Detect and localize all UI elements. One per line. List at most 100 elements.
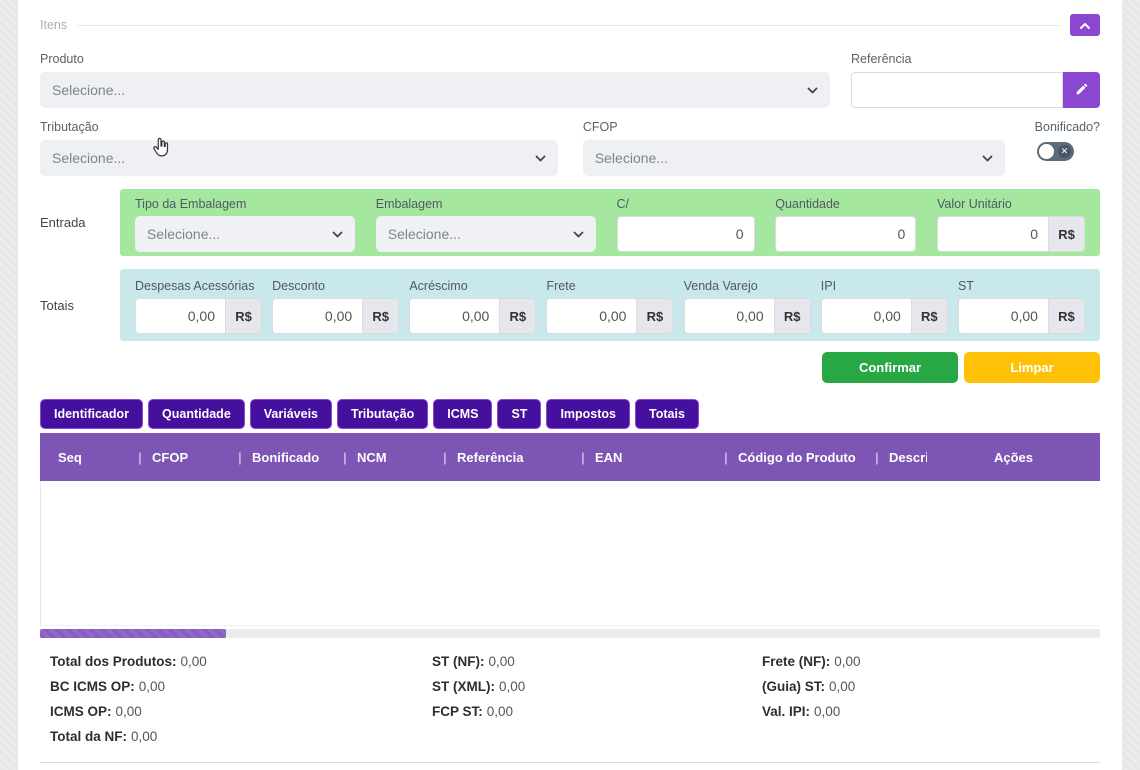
summary-value: 0,00 (486, 704, 514, 719)
chevron-down-icon (807, 81, 818, 99)
table-horizontal-scrollbar[interactable] (40, 629, 1100, 638)
tipo-embalagem-select[interactable]: Selecione... (135, 216, 355, 252)
column-header-codigo-produto: Código do Produto (738, 449, 856, 465)
toggle-knob (1039, 144, 1054, 159)
currency-addon: R$ (225, 298, 262, 334)
frete-label: Frete (546, 279, 576, 293)
frete-input[interactable] (546, 298, 637, 334)
chevron-up-icon (1079, 18, 1091, 33)
tab-variaveis[interactable]: Variáveis (249, 399, 332, 429)
desconto-label: Desconto (272, 279, 325, 293)
summary-label: Total da NF: (50, 729, 127, 744)
referencia-edit-button[interactable] (1063, 72, 1100, 108)
st-label: ST (957, 279, 974, 293)
totals-summary: Total dos Produtos: 0,00 BC ICMS OP: 0,00 … (40, 654, 1100, 754)
summary-value: 0,00 (834, 654, 861, 669)
produto-select[interactable]: Selecione... (40, 72, 830, 108)
bonificado-label: Bonificado? (1034, 120, 1100, 134)
venda-varejo-input[interactable] (683, 298, 774, 334)
despesas-acessorias-input[interactable] (135, 298, 225, 334)
st-input[interactable] (957, 298, 1048, 334)
pencil-icon (1075, 82, 1089, 99)
chevron-down-icon (332, 225, 343, 243)
tab-identificador[interactable]: Identificador (40, 399, 144, 429)
collapse-panel-button[interactable] (1070, 14, 1100, 36)
summary-label: ST (XML): (432, 679, 495, 694)
currency-addon: R$ (910, 298, 948, 334)
tab-st[interactable]: ST (497, 399, 542, 429)
com-input[interactable] (616, 216, 755, 252)
itens-panel: Itens Produto Selecione... Referência (18, 0, 1122, 770)
currency-addon: R$ (499, 298, 537, 334)
valor-unitario-input[interactable] (937, 216, 1048, 252)
bonificado-toggle[interactable]: ✕ (1037, 142, 1074, 161)
column-separator (571, 450, 595, 465)
summary-label: Val. IPI: (762, 704, 811, 719)
column-header-bonificado: Bonificado (252, 449, 320, 465)
referencia-label: Referência (851, 52, 912, 66)
venda-varejo-label: Venda Varejo (683, 279, 758, 293)
entrada-section-label: Entrada (40, 215, 86, 230)
tab-impostos[interactable]: Impostos (546, 399, 631, 429)
tributacao-select[interactable]: Selecione... (40, 140, 558, 176)
bottom-divider (40, 762, 1100, 763)
acrescimo-label: Acréscimo (409, 279, 468, 293)
embalagem-select[interactable]: Selecione... (375, 216, 596, 252)
panel-legend-row: Itens (40, 0, 1100, 36)
ipi-label: IPI (820, 279, 837, 293)
desconto-input[interactable] (272, 298, 363, 334)
column-separator (865, 450, 889, 465)
column-separator (128, 450, 152, 465)
summary-value: 0,00 (138, 679, 166, 694)
tab-tributacao[interactable]: Tributação (337, 399, 429, 429)
legend-divider (77, 24, 1060, 26)
items-table-body (40, 481, 1100, 626)
currency-addon: R$ (362, 298, 400, 334)
chevron-down-icon (573, 225, 584, 243)
quantidade-label: Quantidade (775, 197, 840, 211)
column-separator (714, 450, 738, 465)
summary-label: Frete (NF): (762, 654, 831, 669)
column-header-acoes: Ações (993, 449, 1034, 465)
tab-quantidade[interactable]: Quantidade (148, 399, 245, 429)
chevron-down-icon (535, 149, 546, 167)
column-header-seq: Seq (58, 449, 82, 465)
column-separator (228, 450, 252, 465)
summary-label: FCP ST: (432, 704, 483, 719)
cfop-label: CFOP (582, 120, 618, 134)
column-separator (433, 450, 457, 465)
column-header-ean: EAN (595, 449, 623, 465)
confirmar-button[interactable]: Confirmar (822, 352, 958, 383)
entrada-box: Tipo da Embalagem Selecione... Embalagem… (120, 189, 1100, 256)
items-table-header: Seq CFOP Bonificado NCM Referência EAN C… (40, 433, 1100, 481)
column-header-ncm: NCM (357, 449, 387, 465)
summary-label: ST (NF): (432, 654, 485, 669)
summary-value: 0,00 (814, 704, 841, 719)
currency-addon: R$ (1048, 216, 1085, 252)
summary-value: 0,00 (131, 729, 158, 744)
summary-value: 0,00 (829, 679, 856, 694)
currency-addon: R$ (773, 298, 811, 334)
summary-label: (Guia) ST: (762, 679, 825, 694)
currency-addon: R$ (636, 298, 674, 334)
chevron-down-icon (982, 149, 993, 167)
column-header-cfop: CFOP (152, 449, 189, 465)
referencia-input[interactable] (851, 72, 1063, 108)
acrescimo-input[interactable] (409, 298, 500, 334)
despesas-acessorias-label: Despesas Acessórias (135, 279, 255, 293)
produto-label: Produto (40, 52, 84, 66)
summary-value: 0,00 (488, 654, 515, 669)
column-header-referencia: Referência (457, 449, 524, 465)
tab-icms[interactable]: ICMS (433, 399, 493, 429)
embalagem-label: Embalagem (375, 197, 443, 211)
scrollbar-thumb[interactable] (40, 629, 226, 638)
ipi-input[interactable] (820, 298, 911, 334)
column-separator (333, 450, 357, 465)
summary-value: 0,00 (115, 704, 142, 719)
panel-legend: Itens (40, 18, 68, 32)
quantidade-input[interactable] (775, 216, 917, 252)
item-tabs: Identificador Quantidade Variáveis Tribu… (40, 399, 1100, 429)
limpar-button[interactable]: Limpar (964, 352, 1100, 383)
cfop-select[interactable]: Selecione... (582, 140, 1005, 176)
tab-totais[interactable]: Totais (635, 399, 699, 429)
